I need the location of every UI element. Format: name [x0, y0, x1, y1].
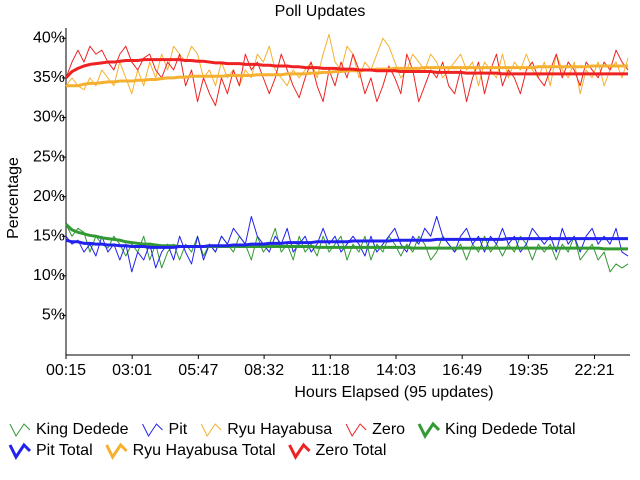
x-tick-label: 22:21 — [574, 362, 614, 379]
y-tick-label: 35% — [33, 69, 65, 86]
y-tick-label: 40% — [33, 30, 65, 47]
legend-item: King Dedede Total — [417, 421, 576, 439]
legend-swatch — [8, 442, 32, 460]
legend-label: Pit — [169, 421, 188, 438]
x-tick-label: 14:03 — [376, 362, 416, 379]
x-tick-label: 11:18 — [311, 362, 350, 379]
legend-swatch — [9, 423, 31, 437]
y-axis-label: Percentage — [5, 157, 22, 239]
series-line — [64, 223, 628, 251]
legend-label: Zero Total — [316, 442, 387, 459]
legend-swatch — [288, 442, 311, 460]
legend-label: Ryu Hayabusa — [227, 421, 332, 438]
legend-item: Pit — [142, 421, 188, 438]
legend-swatch — [417, 421, 441, 439]
y-tick-label: 5% — [42, 307, 65, 324]
chart-title: Poll Updates — [275, 3, 366, 20]
series-line — [65, 224, 629, 273]
legend-label: King Dedede — [36, 421, 129, 438]
legend-swatch — [105, 442, 128, 460]
y-tick-label: 10% — [33, 267, 65, 284]
x-tick-label: 00:15 — [46, 362, 86, 379]
x-tick-label: 08:32 — [244, 362, 284, 379]
legend-label: King Dedede Total — [445, 421, 575, 438]
legend-item: Ryu Hayabusa Total — [105, 442, 276, 460]
series-line — [65, 215, 629, 273]
x-axis-label: Hours Elapsed (95 updates) — [294, 384, 493, 401]
series-line — [64, 58, 628, 79]
legend-swatch — [345, 423, 367, 437]
y-tick-label: 20% — [33, 188, 65, 205]
y-tick-label: 25% — [33, 148, 65, 165]
legend-item: Pit Total — [8, 442, 93, 460]
legend-item: Ryu Hayabusa — [200, 421, 332, 438]
x-tick-label: 03:01 — [112, 362, 152, 379]
legend-swatch — [142, 423, 163, 437]
series-line — [66, 64, 628, 88]
legend-label: Ryu Hayabusa Total — [133, 442, 276, 459]
y-tick-label: 30% — [33, 109, 65, 126]
legend-item: King Dedede — [9, 421, 129, 438]
x-tick-label: 16:49 — [442, 362, 482, 379]
legend-swatch — [200, 423, 222, 437]
series-line — [65, 237, 628, 249]
legend-item: Zero Total — [288, 442, 387, 460]
legend-label: Zero — [372, 421, 405, 438]
legend-item: Zero — [345, 421, 405, 438]
x-tick-label: 05:47 — [178, 362, 218, 379]
x-tick-label: 19:35 — [508, 362, 548, 379]
legend-label: Pit Total — [36, 442, 93, 459]
y-tick-label: 15% — [33, 227, 65, 244]
